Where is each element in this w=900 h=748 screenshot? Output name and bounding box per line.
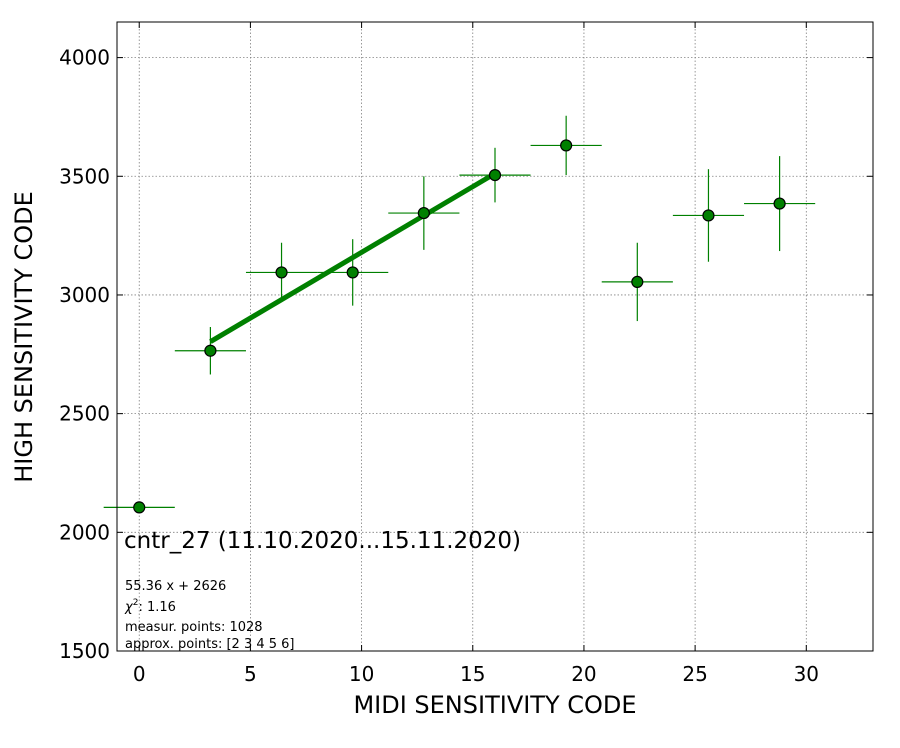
y-tick-label: 4000: [59, 46, 110, 70]
data-point: [631, 275, 644, 289]
data-point: [560, 139, 573, 152]
x-tick-labels: 0 5 10 15 20 25 30: [133, 662, 819, 686]
y-axis-label: HIGH SENSITIVITY CODE: [10, 191, 38, 483]
plot-frame: [116, 21, 874, 652]
x-axis-label: MIDI SENSITIVITY CODE: [353, 691, 636, 719]
chi2-value: : 1.16: [138, 600, 175, 615]
chi2-superscript: 2: [133, 598, 139, 608]
measur-points: measur. points: 1028: [125, 620, 263, 635]
x-tick-label: 10: [349, 662, 374, 686]
x-tick-label: 5: [244, 662, 257, 686]
chi2-symbol: χ: [124, 600, 134, 615]
y-tick-label: 3500: [59, 164, 110, 188]
error-bars: [103, 115, 816, 508]
y-tick-label: 3000: [59, 283, 110, 307]
y-tick-label: 1500: [59, 639, 110, 663]
grid-lines: [117, 22, 873, 652]
data-point: [346, 266, 359, 279]
data-point: [702, 209, 715, 222]
data-point: [488, 168, 502, 182]
x-tick-label: 20: [571, 662, 596, 686]
x-tick-label: 0: [133, 662, 146, 686]
data-point: [275, 266, 288, 279]
fit-equation: 55.36 x + 2626: [125, 579, 226, 594]
axis-ticks: [117, 22, 873, 652]
y-tick-labels: 1500 2000 2500 3000 3500 4000: [59, 46, 110, 663]
chi2-annotation: χ2: 1.16: [124, 598, 176, 615]
x-tick-label: 15: [460, 662, 485, 686]
x-tick-label: 30: [794, 662, 819, 686]
data-point: [773, 197, 786, 210]
approx-points: approx. points: [2 3 4 5 6]: [125, 637, 295, 652]
data-point: [204, 344, 217, 357]
data-point: [133, 501, 146, 514]
chart-title-annotation: cntr_27 (11.10.2020...15.11.2020): [124, 528, 521, 554]
data-point: [417, 206, 430, 220]
y-tick-label: 2500: [59, 402, 110, 426]
data-points: [133, 139, 786, 514]
x-tick-label: 25: [682, 662, 707, 686]
y-tick-label: 2000: [59, 520, 110, 544]
